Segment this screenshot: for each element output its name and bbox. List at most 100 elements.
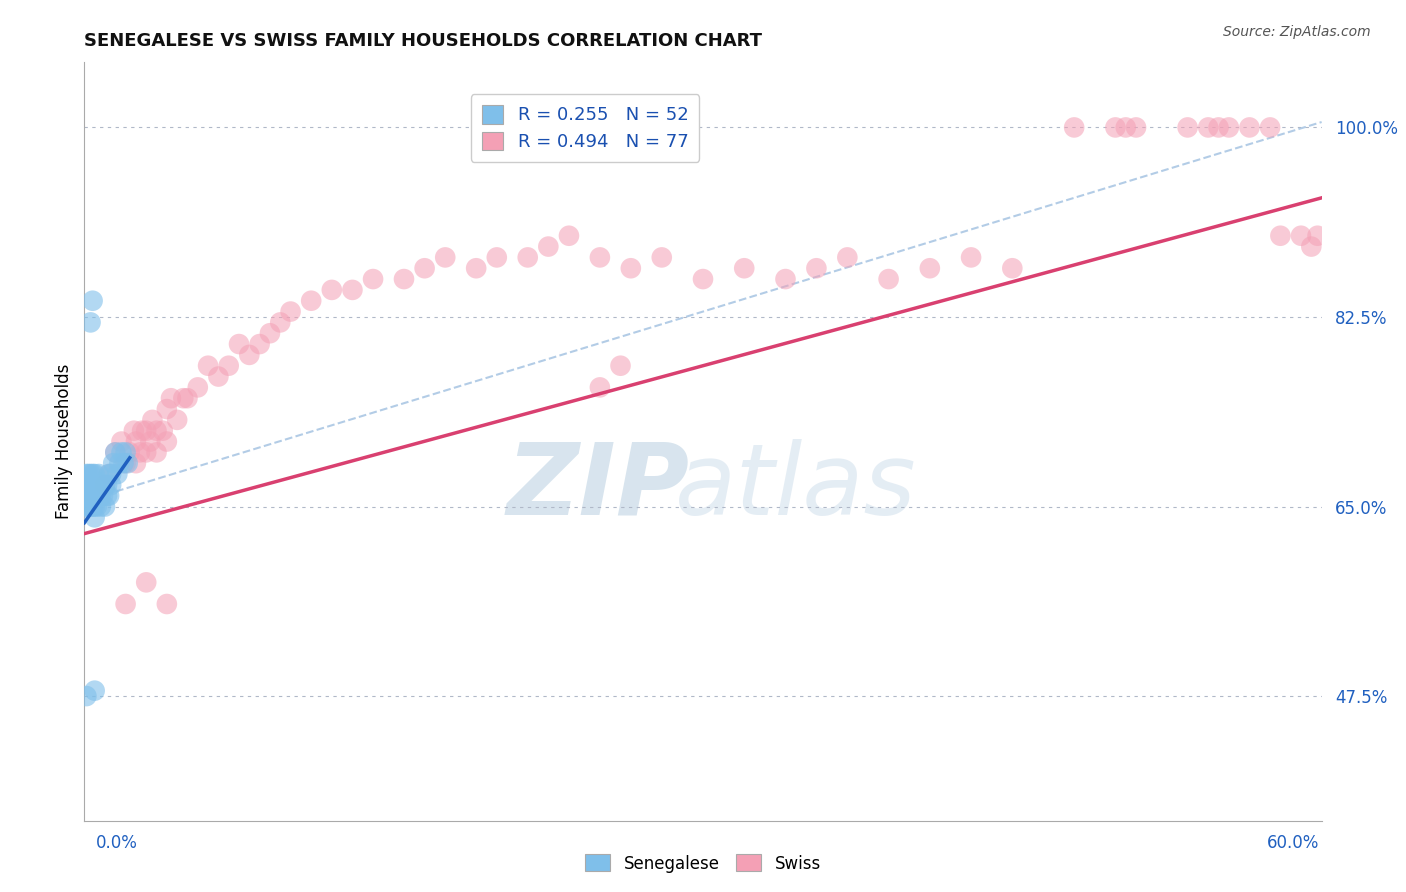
Point [145, 445, 167, 459]
Point [156, 434, 179, 449]
Point [112, 456, 135, 470]
Point [207, 369, 229, 384]
Point [465, 261, 488, 276]
Point [100, 467, 122, 481]
Legend: R = 0.255   N = 52, R = 0.494   N = 77: R = 0.255 N = 52, R = 0.494 N = 77 [471, 95, 699, 161]
Point [122, 424, 145, 438]
Point [152, 424, 174, 438]
Point [87, 467, 110, 481]
Point [82, 489, 104, 503]
Point [82, 500, 104, 514]
Point [86, 500, 108, 514]
Point [1125, 120, 1147, 135]
Point [104, 445, 127, 459]
Point [651, 251, 673, 265]
Point [249, 337, 271, 351]
Point [98, 467, 121, 481]
Point [1063, 120, 1085, 135]
Point [321, 283, 343, 297]
Point [75, 478, 97, 492]
Point [141, 413, 163, 427]
Text: ZIP: ZIP [506, 439, 689, 535]
Point [79, 478, 101, 492]
Point [86, 489, 108, 503]
Point [918, 261, 941, 276]
Point [1270, 228, 1292, 243]
Point [135, 575, 157, 590]
Point [837, 251, 859, 265]
Point [79, 315, 101, 329]
Point [156, 402, 179, 417]
Point [91, 478, 114, 492]
Point [1001, 261, 1024, 276]
Text: 0.0%: 0.0% [96, 834, 138, 852]
Point [1289, 228, 1312, 243]
Point [83, 478, 105, 492]
Point [1239, 120, 1261, 135]
Point [187, 380, 209, 394]
Point [98, 489, 121, 503]
Point [589, 251, 612, 265]
Point [77, 489, 100, 503]
Point [145, 424, 167, 438]
Point [558, 228, 581, 243]
Point [1218, 120, 1240, 135]
Point [79, 467, 101, 481]
Point [87, 478, 110, 492]
Point [1306, 228, 1329, 243]
Point [166, 413, 188, 427]
Point [131, 424, 153, 438]
Point [77, 500, 100, 514]
Point [110, 434, 132, 449]
Point [82, 293, 104, 308]
Point [114, 456, 136, 470]
Point [75, 500, 97, 514]
Point [1258, 120, 1281, 135]
Point [83, 683, 105, 698]
Point [94, 478, 117, 492]
Point [1177, 120, 1199, 135]
Point [90, 500, 112, 514]
Point [114, 597, 136, 611]
Text: SENEGALESE VS SWISS FAMILY HOUSEHOLDS CORRELATION CHART: SENEGALESE VS SWISS FAMILY HOUSEHOLDS CO… [84, 32, 762, 50]
Text: atlas: atlas [675, 439, 917, 535]
Point [118, 445, 141, 459]
Point [77, 478, 100, 492]
Point [86, 478, 108, 492]
Point [77, 467, 100, 481]
Point [197, 359, 219, 373]
Point [609, 359, 631, 373]
Point [100, 478, 122, 492]
Point [83, 467, 105, 481]
Point [806, 261, 828, 276]
Point [1104, 120, 1126, 135]
Point [960, 251, 983, 265]
Point [114, 445, 136, 459]
Point [1115, 120, 1137, 135]
Point [280, 304, 302, 318]
Point [269, 315, 291, 329]
Point [176, 391, 198, 405]
Text: 60.0%: 60.0% [1267, 834, 1319, 852]
Point [79, 489, 101, 503]
Point [877, 272, 900, 286]
Point [83, 510, 105, 524]
Point [139, 434, 162, 449]
Point [87, 489, 110, 503]
Point [342, 283, 364, 297]
Point [125, 456, 148, 470]
Point [82, 478, 104, 492]
Point [96, 489, 118, 503]
Point [104, 445, 127, 459]
Point [135, 424, 157, 438]
Point [413, 261, 436, 276]
Point [94, 478, 117, 492]
Point [91, 489, 114, 503]
Point [108, 456, 131, 470]
Point [228, 337, 250, 351]
Point [83, 489, 105, 503]
Point [361, 272, 384, 286]
Point [110, 445, 132, 459]
Point [537, 239, 560, 253]
Point [692, 272, 714, 286]
